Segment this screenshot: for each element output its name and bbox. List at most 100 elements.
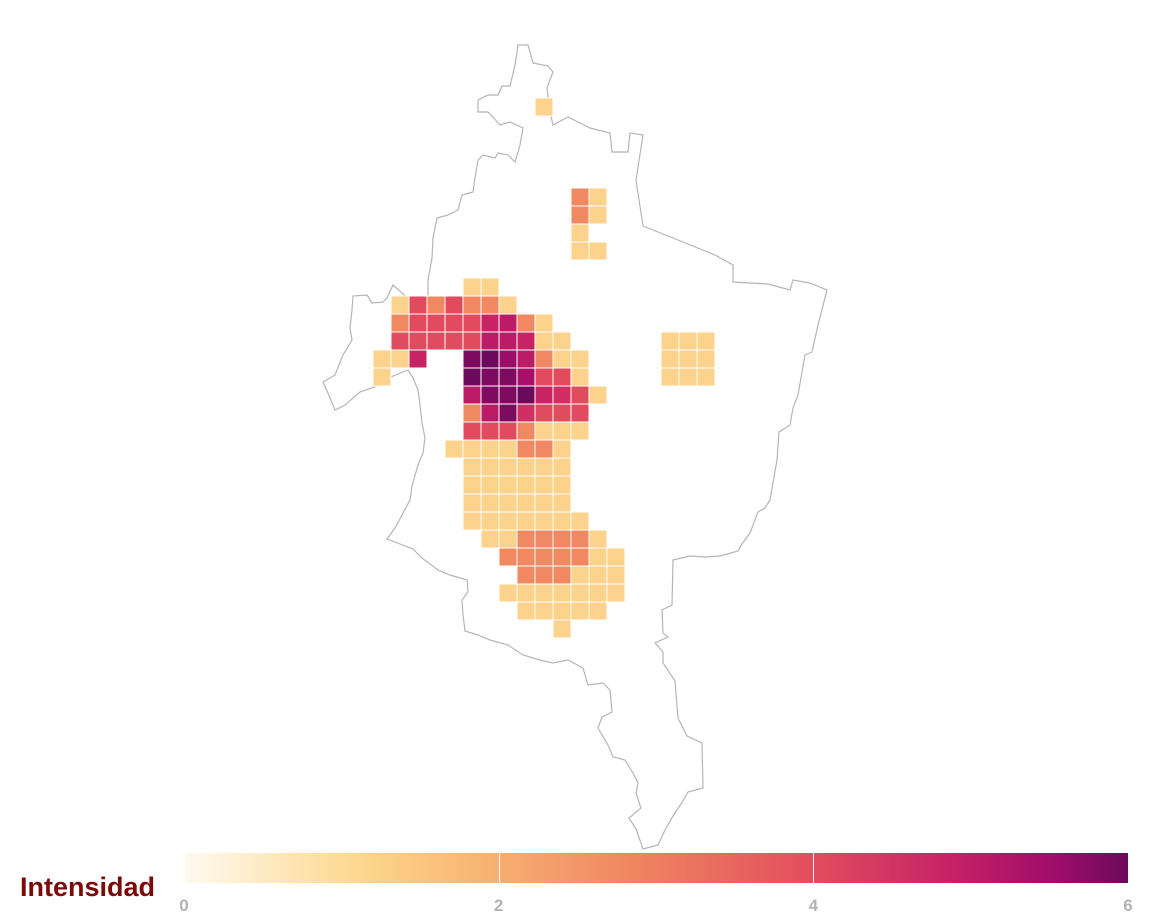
grid-cell xyxy=(534,439,554,459)
grid-cell xyxy=(534,475,554,495)
grid-cell xyxy=(678,331,698,351)
grid-cell xyxy=(480,313,500,333)
grid-cell xyxy=(552,511,572,531)
grid-cell xyxy=(696,331,716,351)
grid-cell xyxy=(516,403,536,423)
grid-cell xyxy=(534,529,554,549)
grid-cell xyxy=(516,475,536,495)
grid-cell xyxy=(570,367,590,387)
legend-tick-label: 2 xyxy=(493,896,504,915)
grid-cell xyxy=(534,331,554,351)
grid-cell xyxy=(444,331,464,351)
grid-cell xyxy=(534,547,554,567)
grid-cell xyxy=(498,529,518,549)
grid-cell xyxy=(534,601,554,621)
grid-cell xyxy=(516,493,536,513)
grid-cell xyxy=(552,547,572,567)
grid-cell xyxy=(498,367,518,387)
grid-cell xyxy=(462,439,482,459)
grid-cell xyxy=(570,547,590,567)
grid-cell xyxy=(390,331,410,351)
grid-cell xyxy=(552,529,572,549)
grid-cell xyxy=(444,295,464,315)
grid-cell xyxy=(552,583,572,603)
grid-cell xyxy=(498,295,518,315)
grid-cell xyxy=(516,421,536,441)
grid-cell xyxy=(480,349,500,369)
grid-cell xyxy=(552,565,572,585)
grid-cell xyxy=(570,511,590,531)
grid-cell xyxy=(426,313,446,333)
grid-cell xyxy=(372,349,392,369)
grid-cell xyxy=(498,331,518,351)
grid-cell xyxy=(462,331,482,351)
grid-cell xyxy=(552,331,572,351)
grid-cell xyxy=(660,367,680,387)
grid-cell xyxy=(570,529,590,549)
grid-cell xyxy=(480,493,500,513)
grid-cell xyxy=(462,349,482,369)
grid-cell xyxy=(462,313,482,333)
grid-cell xyxy=(462,403,482,423)
grid-cell xyxy=(498,439,518,459)
grid-cell xyxy=(570,403,590,423)
grid-cell xyxy=(426,331,446,351)
grid-cell xyxy=(660,349,680,369)
grid-cell xyxy=(498,457,518,477)
grid-cell xyxy=(480,277,500,297)
grid-cell xyxy=(480,385,500,405)
grid-cell xyxy=(696,349,716,369)
grid-cell xyxy=(408,313,428,333)
grid-cell xyxy=(660,331,680,351)
grid-cell xyxy=(606,547,626,567)
grid-cell xyxy=(552,367,572,387)
grid-cell xyxy=(552,457,572,477)
grid-cell xyxy=(588,547,608,567)
grid-cell xyxy=(480,457,500,477)
grid-cell xyxy=(462,295,482,315)
grid-cell xyxy=(390,349,410,369)
grid-cell xyxy=(552,601,572,621)
grid-cell xyxy=(588,529,608,549)
grid-cell xyxy=(480,295,500,315)
grid-cell xyxy=(480,421,500,441)
grid-cell xyxy=(606,565,626,585)
grid-cell xyxy=(570,583,590,603)
grid-cell xyxy=(516,511,536,531)
grid-cell xyxy=(462,511,482,531)
grid-cell xyxy=(480,403,500,423)
grid-cell xyxy=(570,187,590,207)
grid-cell xyxy=(552,619,572,639)
grid-cell xyxy=(462,475,482,495)
legend-tick-label: 6 xyxy=(1123,896,1133,915)
grid-cell xyxy=(534,565,554,585)
grid-cell xyxy=(516,601,536,621)
grid-cell xyxy=(498,313,518,333)
grid-cell xyxy=(498,475,518,495)
grid-cell xyxy=(408,331,428,351)
grid-cell xyxy=(588,385,608,405)
grid-cell xyxy=(480,529,500,549)
grid-cell xyxy=(588,241,608,261)
grid-cell xyxy=(534,349,554,369)
grid-cell xyxy=(498,349,518,369)
grid-cell xyxy=(408,295,428,315)
grid-cell xyxy=(534,583,554,603)
grid-cell xyxy=(462,457,482,477)
region-outline xyxy=(322,44,828,850)
grid-cell xyxy=(498,403,518,423)
grid-cell xyxy=(480,439,500,459)
grid-cell xyxy=(552,349,572,369)
grid-cell xyxy=(462,277,482,297)
grid-cell xyxy=(498,511,518,531)
grid-cell xyxy=(570,385,590,405)
grid-cell xyxy=(516,439,536,459)
grid-cell xyxy=(480,367,500,387)
grid-cell xyxy=(552,421,572,441)
grid-cell xyxy=(516,547,536,567)
intensity-grid xyxy=(372,97,716,639)
grid-cell xyxy=(588,187,608,207)
legend-tick-mark xyxy=(813,853,815,883)
grid-cell xyxy=(552,475,572,495)
